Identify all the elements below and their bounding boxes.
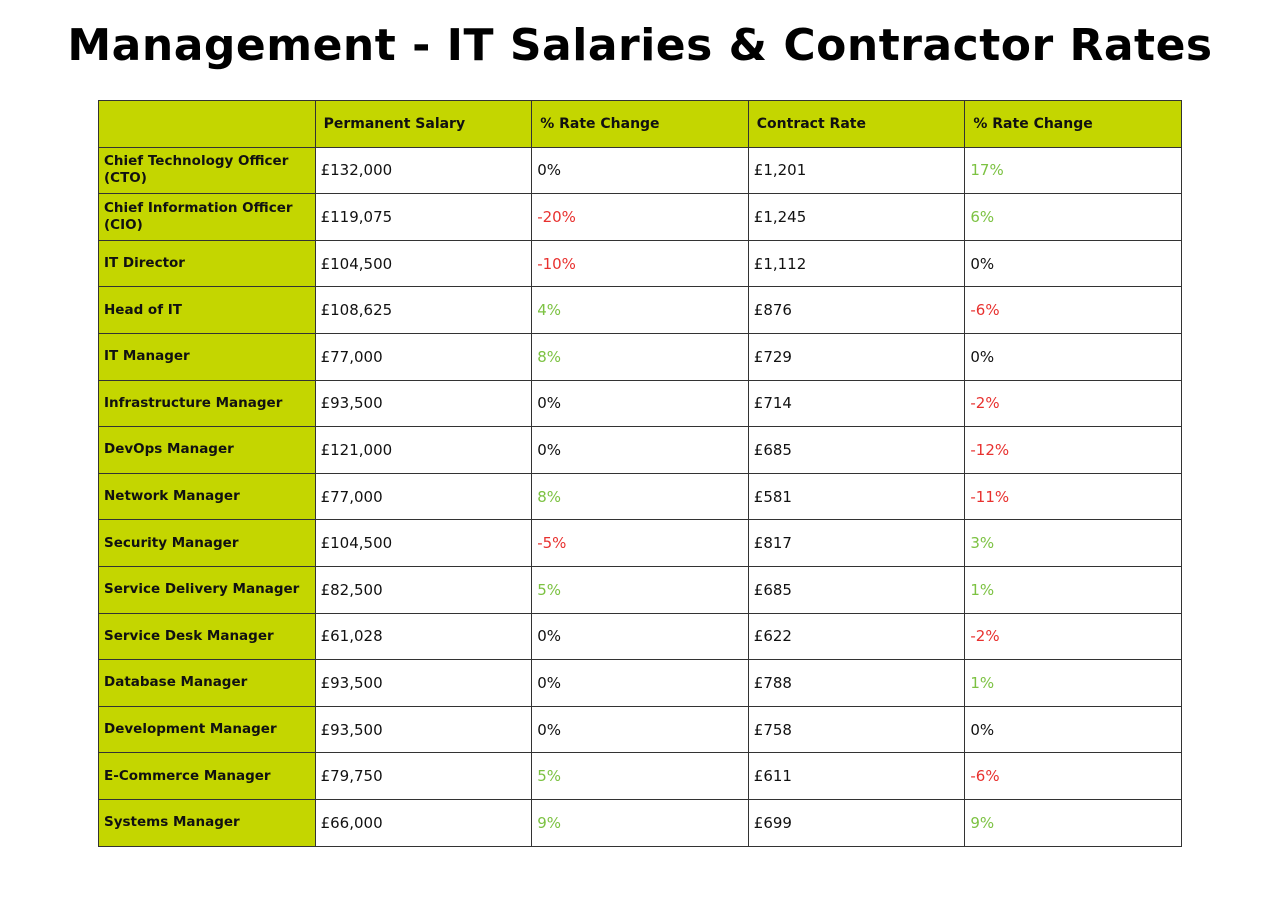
salary-change-cell: 0% bbox=[531, 426, 749, 474]
contract-change-cell: -12% bbox=[964, 426, 1182, 474]
contract-change-cell: 0% bbox=[964, 705, 1182, 754]
contract-change-cell: 1% bbox=[964, 659, 1182, 707]
role-cell: Infrastructure Manager bbox=[98, 379, 316, 428]
salary-change-cell: 9% bbox=[531, 798, 749, 847]
contract-change-cell: -2% bbox=[964, 612, 1182, 661]
salary-cell: £104,500 bbox=[314, 519, 533, 567]
table-row: Infrastructure Manager £93,500 0% £714 -2% bbox=[98, 379, 1182, 428]
contract-rate-cell: £611 bbox=[747, 752, 966, 800]
contract-rate-cell: £758 bbox=[747, 705, 966, 754]
salary-cell: £104,500 bbox=[314, 239, 533, 288]
contract-change-cell: 1% bbox=[964, 565, 1182, 614]
salary-change-cell: 0% bbox=[531, 146, 749, 195]
contract-change-cell: 6% bbox=[964, 193, 1182, 241]
table-row: IT Director £104,500 -10% £1,112 0% bbox=[98, 239, 1182, 288]
salary-cell: £121,000 bbox=[314, 426, 533, 474]
salary-change-cell: 8% bbox=[531, 332, 749, 381]
contract-change-cell: 0% bbox=[964, 332, 1182, 381]
role-cell: Database Manager bbox=[98, 659, 316, 707]
contract-change-cell: 3% bbox=[964, 519, 1182, 567]
role-cell: Chief Information Officer (CIO) bbox=[98, 193, 316, 241]
column-header: Permanent Salary bbox=[314, 100, 533, 148]
salary-cell: £77,000 bbox=[314, 332, 533, 381]
table-row: Service Desk Manager £61,028 0% £622 -2% bbox=[98, 612, 1182, 661]
salary-change-cell: 4% bbox=[531, 286, 749, 334]
column-header: Contract Rate bbox=[747, 100, 966, 148]
salary-change-cell: 0% bbox=[531, 659, 749, 707]
role-cell: Security Manager bbox=[98, 519, 316, 567]
role-cell: DevOps Manager bbox=[98, 426, 316, 474]
table-row: DevOps Manager £121,000 0% £685 -12% bbox=[98, 426, 1182, 474]
salary-change-cell: 5% bbox=[531, 752, 749, 800]
contract-change-cell: -2% bbox=[964, 379, 1182, 428]
role-cell: IT Director bbox=[98, 239, 316, 288]
salary-cell: £93,500 bbox=[314, 705, 533, 754]
header-row: Permanent Salary% Rate Change Contract Ra… bbox=[98, 100, 1182, 148]
contract-rate-cell: £685 bbox=[747, 565, 966, 614]
salary-change-cell: -5% bbox=[531, 519, 749, 567]
table-row: Chief Technology Officer (CTO) £132,000 0%… bbox=[98, 146, 1182, 195]
table-row: Development Manager £93,500 0% £758 0% bbox=[98, 705, 1182, 754]
salary-cell: £93,500 bbox=[314, 659, 533, 707]
contract-rate-cell: £876 bbox=[747, 286, 966, 334]
role-cell: Development Manager bbox=[98, 705, 316, 754]
table-row: Chief Information Officer (CIO) £119,075-… bbox=[98, 193, 1182, 241]
contract-rate-cell: £788 bbox=[747, 659, 966, 707]
contract-change-cell: 0% bbox=[964, 239, 1182, 288]
table-row: Security Manager £104,500 -5% £817 3% bbox=[98, 519, 1182, 567]
role-cell: E-Commerce Manager bbox=[98, 752, 316, 800]
contract-rate-cell: £1,245 bbox=[747, 193, 966, 241]
column-header: % Rate Change bbox=[531, 100, 749, 148]
column-header bbox=[98, 100, 316, 148]
salary-cell: £82,500 bbox=[314, 565, 533, 614]
column-header: % Rate Change bbox=[964, 100, 1182, 148]
role-cell: Network Manager bbox=[98, 472, 316, 521]
contract-change-cell: -6% bbox=[964, 752, 1182, 800]
contract-rate-cell: £622 bbox=[747, 612, 966, 661]
salary-change-cell: -20% bbox=[531, 193, 749, 241]
contract-rate-cell: £1,112 bbox=[747, 239, 966, 288]
salary-cell: £66,000 bbox=[314, 798, 533, 847]
salary-cell: £132,000 bbox=[314, 146, 533, 195]
table-row: E-Commerce Manager £79,750 5% £611 -6% bbox=[98, 752, 1182, 800]
contract-rate-cell: £817 bbox=[747, 519, 966, 567]
contract-rate-cell: £714 bbox=[747, 379, 966, 428]
salary-cell: £77,000 bbox=[314, 472, 533, 521]
salary-cell: £108,625 bbox=[314, 286, 533, 334]
salary-change-cell: 0% bbox=[531, 612, 749, 661]
contract-rate-cell: £685 bbox=[747, 426, 966, 474]
role-cell: Systems Manager bbox=[98, 798, 316, 847]
table-row: Systems Manager £66,000 9% £699 9% bbox=[98, 798, 1182, 847]
salary-cell: £93,500 bbox=[314, 379, 533, 428]
salary-cell: £61,028 bbox=[314, 612, 533, 661]
role-cell: Head of IT bbox=[98, 286, 316, 334]
salary-change-cell: 8% bbox=[531, 472, 749, 521]
role-cell: Chief Technology Officer (CTO) bbox=[98, 146, 316, 195]
role-cell: IT Manager bbox=[98, 332, 316, 381]
salary-change-cell: 0% bbox=[531, 379, 749, 428]
table-row: Head of IT £108,625 4% £876 -6% bbox=[98, 286, 1182, 334]
contract-rate-cell: £581 bbox=[747, 472, 966, 521]
contract-change-cell: 9% bbox=[964, 798, 1182, 847]
contract-change-cell: 17% bbox=[964, 146, 1182, 195]
contract-change-cell: -6% bbox=[964, 286, 1182, 334]
page-title: Management - IT Salaries & Contractor Ra… bbox=[67, 20, 1213, 71]
role-cell: Service Delivery Manager bbox=[98, 565, 316, 614]
salary-change-cell: 5% bbox=[531, 565, 749, 614]
contract-rate-cell: £729 bbox=[747, 332, 966, 381]
table-row: Service Delivery Manager £82,500 5% £685 1% bbox=[98, 565, 1182, 614]
contract-rate-cell: £699 bbox=[747, 798, 966, 847]
salary-change-cell: 0% bbox=[531, 705, 749, 754]
salary-change-cell: -10% bbox=[531, 239, 749, 288]
table-row: Network Manager £77,000 8% £581 -11% bbox=[98, 472, 1182, 521]
contract-change-cell: -11% bbox=[964, 472, 1182, 521]
table-row: IT Manager £77,000 8% £729 0% bbox=[98, 332, 1182, 381]
salary-table: Permanent Salary% Rate Change Contract Ra… bbox=[98, 100, 1182, 847]
contract-rate-cell: £1,201 bbox=[747, 146, 966, 195]
role-cell: Service Desk Manager bbox=[98, 612, 316, 661]
salary-cell: £119,075 bbox=[314, 193, 533, 241]
table-row: Database Manager £93,500 0% £788 1% bbox=[98, 659, 1182, 707]
salary-cell: £79,750 bbox=[314, 752, 533, 800]
